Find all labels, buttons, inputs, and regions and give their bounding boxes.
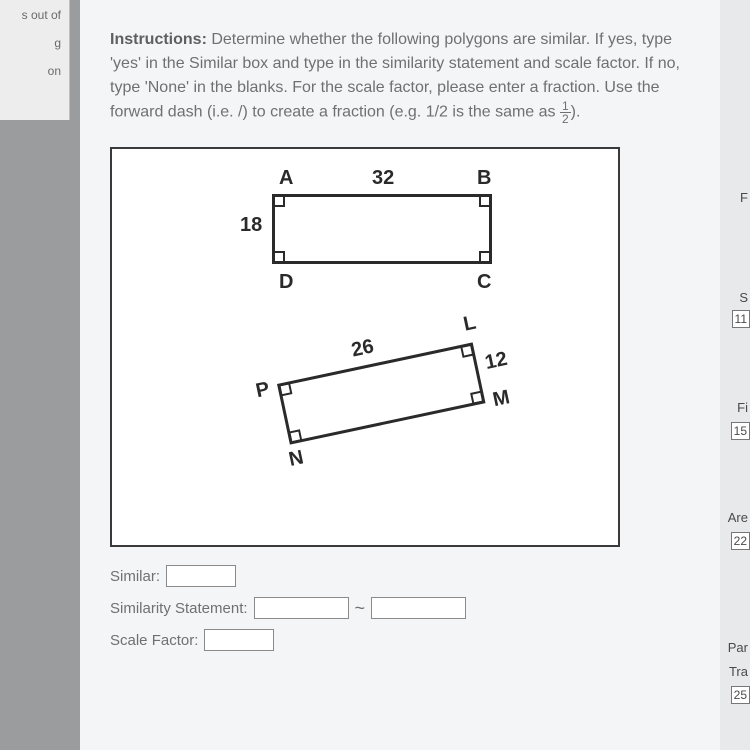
left-text-1: s out of [4, 8, 65, 22]
fraction-example: 12 [560, 100, 571, 125]
vertex-c: C [477, 271, 491, 294]
right-label-1: F [740, 190, 748, 205]
similar-input[interactable] [166, 565, 236, 587]
right-box-4: 25 [731, 686, 750, 704]
figure-container: A 32 B 18 D C P 26 L 12 M N [110, 147, 620, 547]
right-box-2: 15 [731, 422, 750, 440]
vertex-b: B [477, 167, 491, 190]
right-angle-icon [273, 195, 285, 207]
vertex-m: M [491, 386, 512, 412]
dim-pl: 26 [349, 335, 376, 362]
right-angle-icon [288, 429, 302, 443]
right-label-3: Fi [737, 400, 748, 415]
main-content: Instructions: Determine whether the foll… [80, 0, 720, 750]
dim-lm: 12 [483, 348, 510, 375]
right-angle-icon [273, 251, 285, 263]
left-side-panel: s out of g on [0, 0, 70, 120]
similar-label: Similar: [110, 568, 160, 585]
instructions-body-2: ). [571, 104, 581, 121]
right-angle-icon [278, 382, 292, 396]
right-side-panel: F S 11 Fi 15 Are 22 Par Tra 25 [720, 0, 750, 750]
right-angle-icon [470, 391, 484, 405]
right-label-2: S [739, 290, 748, 305]
right-angle-icon [460, 344, 474, 358]
left-text-3: on [4, 64, 65, 78]
similarity-statement-label: Similarity Statement: [110, 600, 248, 617]
vertex-n: N [287, 446, 306, 472]
right-label-6: Tra [729, 664, 748, 679]
left-text-2: g [4, 36, 65, 50]
right-box-1: 11 [732, 310, 750, 328]
rectangle-abcd [272, 194, 492, 264]
vertex-a: A [279, 167, 293, 190]
similar-to-icon: ~ [355, 598, 366, 619]
vertex-d: D [279, 271, 293, 294]
right-label-4: Are [728, 510, 748, 525]
right-angle-icon [479, 195, 491, 207]
right-angle-icon [479, 251, 491, 263]
dim-ab: 32 [372, 167, 394, 190]
right-label-5: Par [728, 640, 748, 655]
scale-factor-label: Scale Factor: [110, 632, 198, 649]
instructions-label: Instructions: [110, 31, 207, 48]
answer-section: Similar: Similarity Statement: ~ Scale F… [110, 565, 690, 651]
rectangle-plmn-wrap: P 26 L 12 M N [277, 342, 486, 444]
similarity-statement-input-2[interactable] [371, 597, 466, 619]
dim-ad: 18 [240, 214, 262, 237]
instructions-text: Instructions: Determine whether the foll… [110, 28, 690, 125]
vertex-l: L [462, 312, 479, 337]
vertex-p: P [254, 378, 272, 403]
rectangle-plmn [277, 342, 486, 444]
similarity-statement-input-1[interactable] [254, 597, 349, 619]
right-box-3: 22 [731, 532, 750, 550]
scale-factor-input[interactable] [204, 629, 274, 651]
